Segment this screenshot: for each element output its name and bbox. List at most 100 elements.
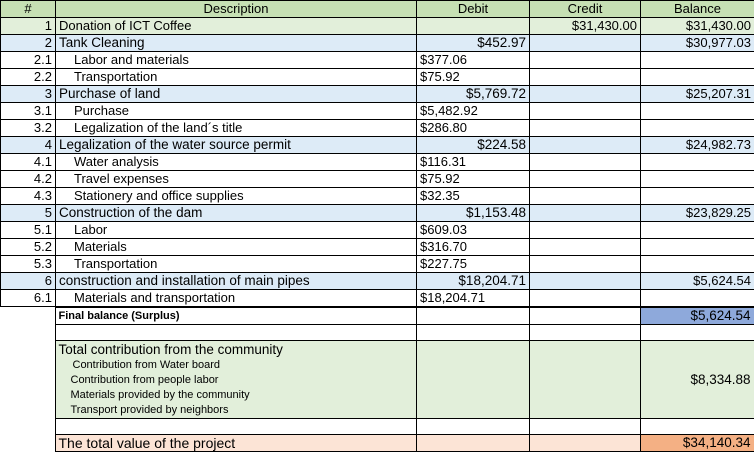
row-number-cell[interactable]: 2 (0, 34, 56, 52)
debit-cell[interactable]: $5,482.92 (416, 102, 530, 120)
row-number-cell[interactable]: 4.2 (0, 170, 56, 188)
project-total-label[interactable]: The total value of the project (54, 434, 417, 452)
debit-cell[interactable]: $116.31 (416, 153, 530, 171)
description-cell[interactable]: Donation of ICT Coffee (55, 17, 417, 35)
debit-cell[interactable]: $75.92 (416, 68, 530, 86)
contribution-debit-cell[interactable] (415, 340, 530, 419)
debit-cell[interactable]: $316.70 (416, 238, 530, 256)
balance-cell[interactable]: $31,430.00 (640, 17, 754, 35)
debit-cell[interactable]: $452.97 (416, 34, 530, 52)
credit-cell[interactable] (529, 51, 641, 69)
debit-cell[interactable]: $32.35 (416, 187, 530, 205)
credit-cell[interactable] (529, 102, 641, 120)
row-number-cell[interactable]: 4.3 (0, 187, 56, 205)
total-debit-cell[interactable] (415, 434, 530, 452)
balance-cell[interactable]: $23,829.25 (640, 204, 754, 222)
credit-cell[interactable] (529, 204, 641, 222)
row-number-cell[interactable]: 6 (0, 272, 56, 290)
description-cell[interactable]: Legalization of the water source permit (55, 136, 417, 154)
row-number-cell[interactable]: 2.2 (0, 68, 56, 86)
description-cell[interactable]: Purchase (55, 102, 417, 120)
row-number-cell[interactable]: 5.2 (0, 238, 56, 256)
project-total-value[interactable]: $34,140.34 (639, 434, 754, 452)
credit-cell[interactable] (529, 289, 641, 307)
description-cell[interactable]: Stationery and office supplies (55, 187, 417, 205)
debit-cell[interactable]: $75.92 (416, 170, 530, 188)
credit-cell[interactable] (529, 34, 641, 52)
description-cell[interactable]: Purchase of land (55, 85, 417, 103)
row-number-cell[interactable]: 1 (0, 17, 56, 35)
description-cell[interactable]: Construction of the dam (55, 204, 417, 222)
header-num[interactable]: # (0, 0, 56, 18)
debit-cell[interactable]: $227.75 (416, 255, 530, 273)
balance-cell[interactable] (640, 238, 754, 256)
description-cell[interactable]: Travel expenses (55, 170, 417, 188)
balance-cell[interactable] (640, 153, 754, 171)
balance-cell[interactable] (640, 51, 754, 69)
total-credit-cell[interactable] (528, 434, 641, 452)
debit-cell[interactable] (416, 17, 530, 35)
contribution-description[interactable]: Total contribution from the community Co… (54, 340, 417, 419)
credit-cell[interactable] (529, 238, 641, 256)
debit-cell[interactable]: $5,769.72 (416, 85, 530, 103)
header-credit[interactable]: Credit (529, 0, 641, 18)
credit-cell[interactable] (529, 68, 641, 86)
description-cell[interactable]: construction and installation of main pi… (55, 272, 417, 290)
credit-cell[interactable] (529, 187, 641, 205)
debit-cell[interactable]: $286.80 (416, 119, 530, 137)
contribution-credit-cell[interactable] (528, 340, 641, 419)
description-cell[interactable]: Materials (55, 238, 417, 256)
description-cell[interactable]: Transportation (55, 255, 417, 273)
balance-cell[interactable] (640, 255, 754, 273)
balance-cell[interactable] (640, 170, 754, 188)
balance-cell[interactable] (640, 102, 754, 120)
contribution-balance-value[interactable]: $8,334.88 (639, 340, 754, 419)
credit-cell[interactable] (529, 221, 641, 239)
debit-cell[interactable]: $18,204.71 (416, 289, 530, 307)
row-number-cell[interactable]: 5.1 (0, 221, 56, 239)
balance-cell[interactable]: $24,982.73 (640, 136, 754, 154)
description-cell[interactable]: Transportation (55, 68, 417, 86)
balance-cell[interactable]: $30,977.03 (640, 34, 754, 52)
header-balance[interactable]: Balance (640, 0, 754, 18)
debit-cell[interactable]: $609.03 (416, 221, 530, 239)
credit-cell[interactable] (529, 272, 641, 290)
credit-cell[interactable] (529, 153, 641, 171)
row-number-cell[interactable]: 3.2 (0, 119, 56, 137)
final-debit-cell[interactable] (415, 307, 530, 325)
credit-cell[interactable]: $31,430.00 (529, 17, 641, 35)
description-cell[interactable]: Water analysis (55, 153, 417, 171)
debit-cell[interactable]: $224.58 (416, 136, 530, 154)
debit-cell[interactable]: $377.06 (416, 51, 530, 69)
row-number-cell[interactable]: 6.1 (0, 289, 56, 307)
row-number-cell[interactable]: 5.3 (0, 255, 56, 273)
credit-cell[interactable] (529, 119, 641, 137)
balance-cell[interactable] (640, 187, 754, 205)
credit-cell[interactable] (529, 255, 641, 273)
credit-cell[interactable] (529, 85, 641, 103)
row-number-cell[interactable]: 3.1 (0, 102, 56, 120)
description-cell[interactable]: Legalization of the land´s title (55, 119, 417, 137)
row-number-cell[interactable]: 3 (0, 85, 56, 103)
balance-cell[interactable]: $25,207.31 (640, 85, 754, 103)
balance-cell[interactable] (640, 221, 754, 239)
balance-cell[interactable] (640, 68, 754, 86)
credit-cell[interactable] (529, 136, 641, 154)
description-cell[interactable]: Labor and materials (55, 51, 417, 69)
balance-cell[interactable]: $5,624.54 (640, 272, 754, 290)
description-cell[interactable]: Tank Cleaning (55, 34, 417, 52)
header-description[interactable]: Description (55, 0, 417, 18)
final-balance-value[interactable]: $5,624.54 (639, 307, 754, 325)
row-number-cell[interactable]: 5 (0, 204, 56, 222)
header-debit[interactable]: Debit (416, 0, 530, 18)
balance-cell[interactable] (640, 119, 754, 137)
balance-cell[interactable] (640, 289, 754, 307)
row-number-cell[interactable]: 2.1 (0, 51, 56, 69)
final-balance-label[interactable]: Final balance (Surplus) (54, 307, 417, 325)
final-credit-cell[interactable] (528, 307, 641, 325)
debit-cell[interactable]: $18,204.71 (416, 272, 530, 290)
description-cell[interactable]: Materials and transportation (55, 289, 417, 307)
row-number-cell[interactable]: 4.1 (0, 153, 56, 171)
debit-cell[interactable]: $1,153.48 (416, 204, 530, 222)
description-cell[interactable]: Labor (55, 221, 417, 239)
